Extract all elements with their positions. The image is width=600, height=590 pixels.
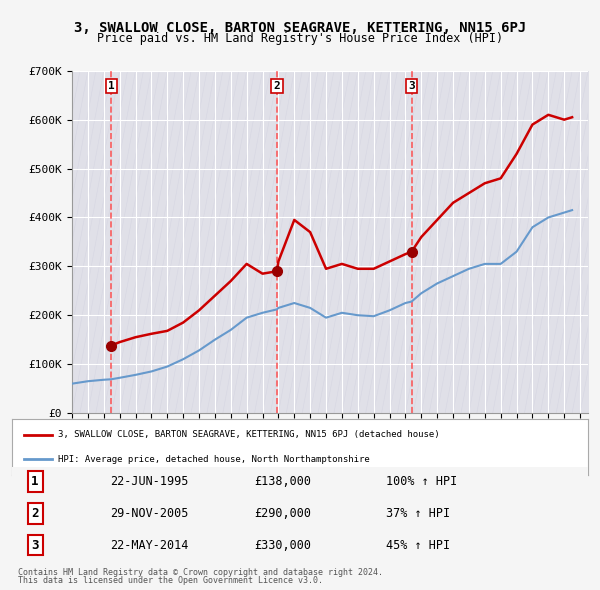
- Text: 100% ↑ HPI: 100% ↑ HPI: [386, 475, 458, 488]
- Text: This data is licensed under the Open Government Licence v3.0.: This data is licensed under the Open Gov…: [18, 576, 323, 585]
- Text: Price paid vs. HM Land Registry's House Price Index (HPI): Price paid vs. HM Land Registry's House …: [97, 32, 503, 45]
- Text: £290,000: £290,000: [254, 507, 311, 520]
- Text: 37% ↑ HPI: 37% ↑ HPI: [386, 507, 451, 520]
- Text: 22-JUN-1995: 22-JUN-1995: [110, 475, 188, 488]
- Text: 2: 2: [31, 507, 39, 520]
- Text: 45% ↑ HPI: 45% ↑ HPI: [386, 539, 451, 552]
- Text: 2: 2: [274, 81, 280, 91]
- Text: 3: 3: [31, 539, 39, 552]
- Text: 1: 1: [108, 81, 115, 91]
- Text: 29-NOV-2005: 29-NOV-2005: [110, 507, 188, 520]
- Text: 3: 3: [408, 81, 415, 91]
- Text: 3, SWALLOW CLOSE, BARTON SEAGRAVE, KETTERING, NN15 6PJ: 3, SWALLOW CLOSE, BARTON SEAGRAVE, KETTE…: [74, 21, 526, 35]
- Text: 1: 1: [31, 475, 39, 488]
- Text: £330,000: £330,000: [254, 539, 311, 552]
- Text: Contains HM Land Registry data © Crown copyright and database right 2024.: Contains HM Land Registry data © Crown c…: [18, 568, 383, 577]
- Text: £138,000: £138,000: [254, 475, 311, 488]
- Text: HPI: Average price, detached house, North Northamptonshire: HPI: Average price, detached house, Nort…: [58, 455, 370, 464]
- Text: 22-MAY-2014: 22-MAY-2014: [110, 539, 188, 552]
- Text: 3, SWALLOW CLOSE, BARTON SEAGRAVE, KETTERING, NN15 6PJ (detached house): 3, SWALLOW CLOSE, BARTON SEAGRAVE, KETTE…: [58, 430, 440, 439]
